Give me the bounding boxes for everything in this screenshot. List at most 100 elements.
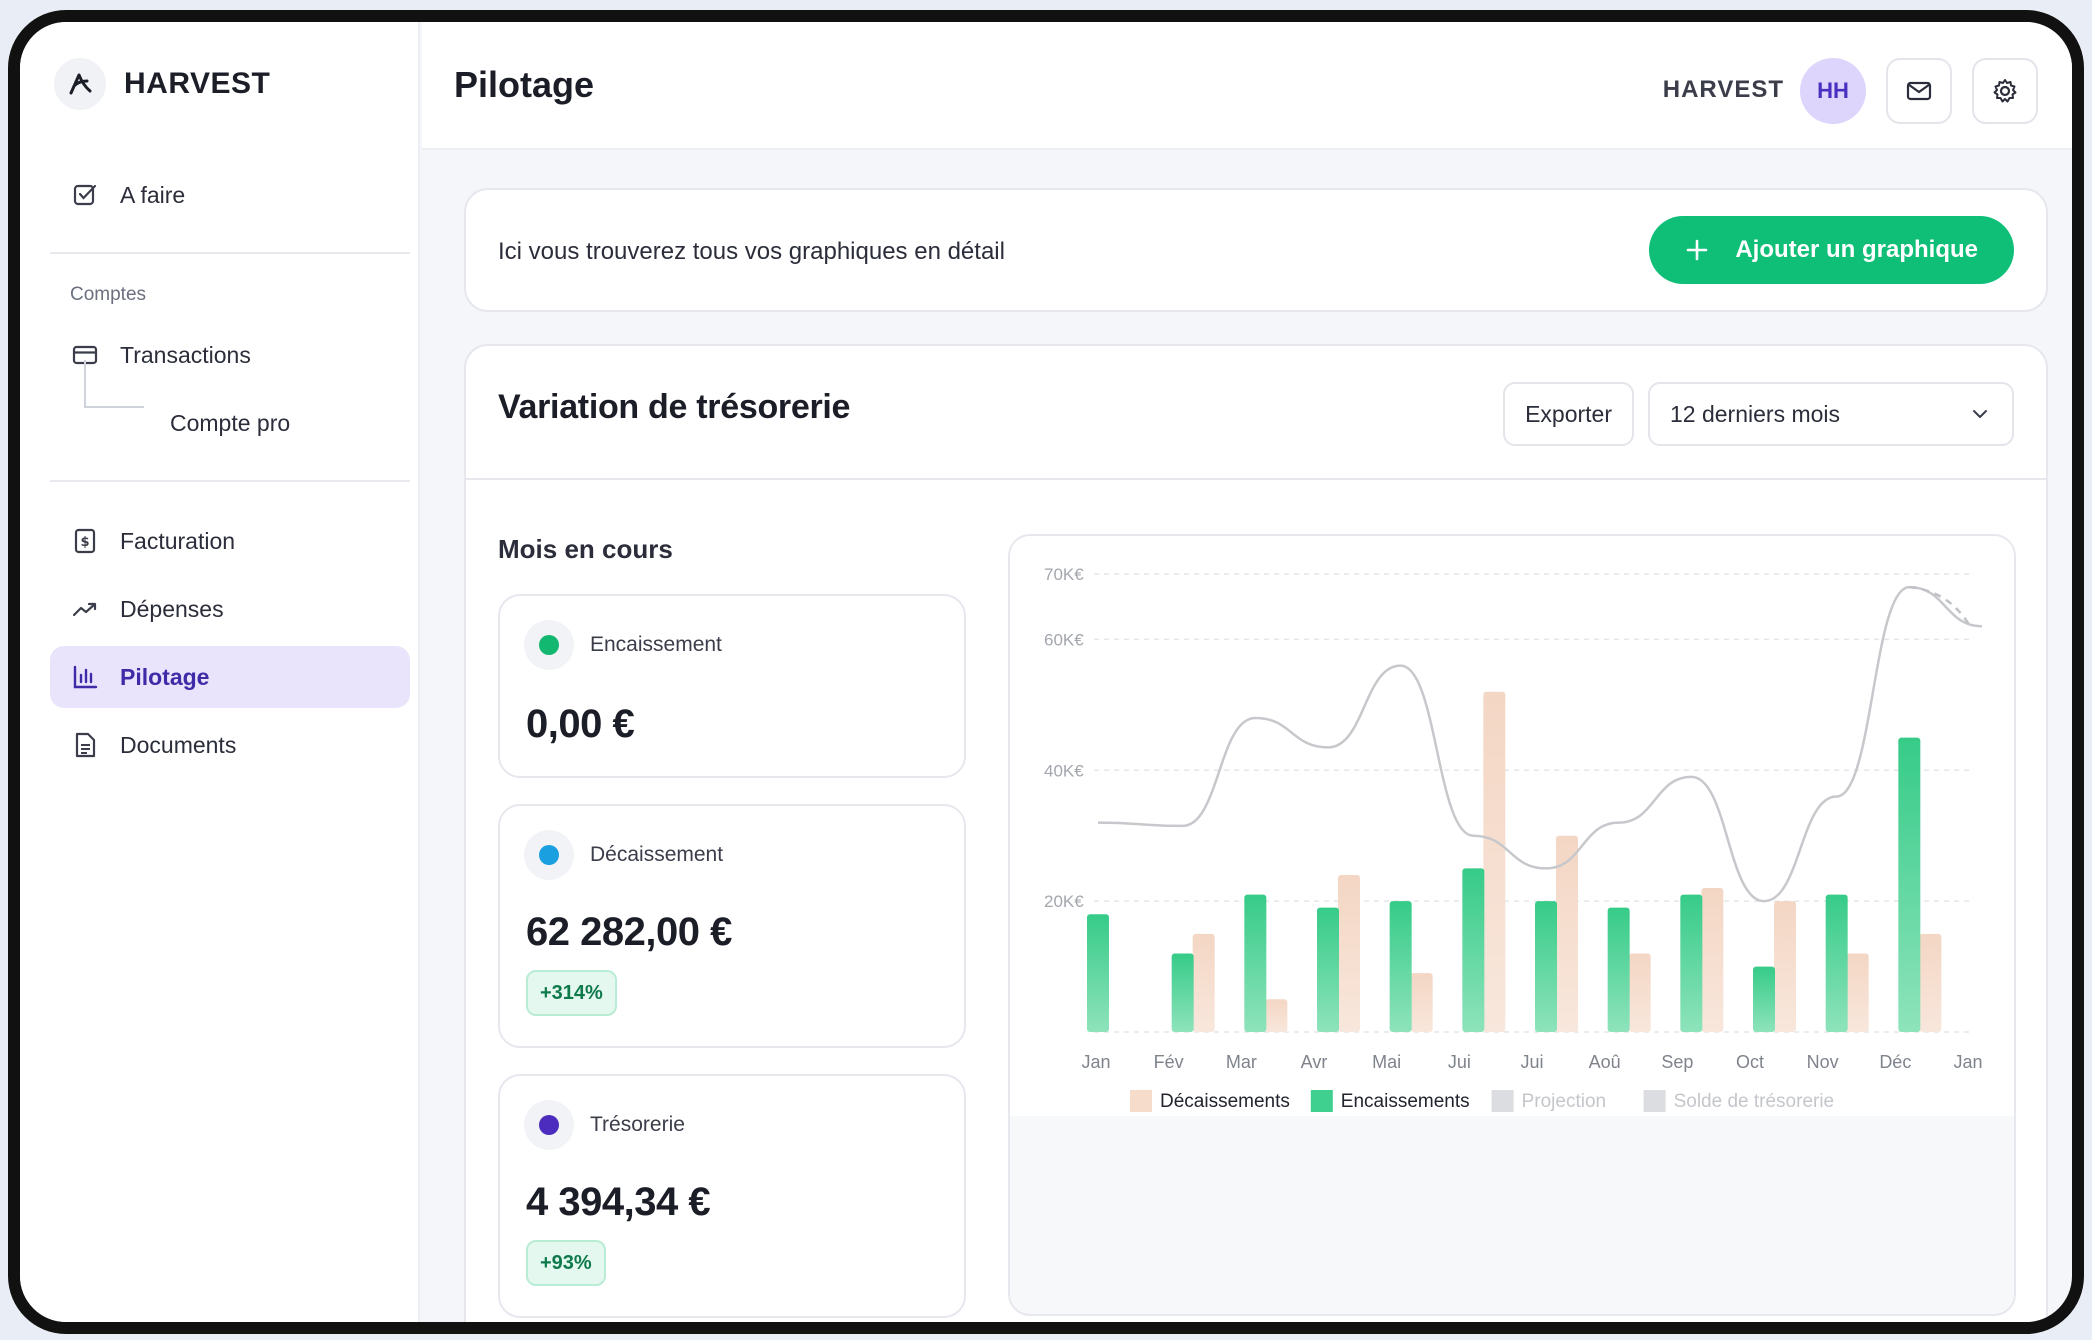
harvest-logo-icon <box>54 58 106 110</box>
chart-container: 20K€ 40K€ 60K€ 70K€ Jan Fév Mar Avr Mai Jui Jui Aoû… <box>1008 534 2016 1316</box>
legend-label: Solde de trésorerie <box>1674 1091 1835 1112</box>
bar-encaissement <box>1389 901 1412 1032</box>
info-banner: Ici vous trouverez tous vos graphiques e… <box>464 188 2048 312</box>
x-tick-label: Avr <box>1301 1052 1328 1072</box>
sidebar-item-documents[interactable]: Documents <box>50 714 410 776</box>
line-solde-tresorerie <box>1097 585 1983 903</box>
export-button[interactable]: Exporter <box>1503 382 1634 446</box>
x-tick-label: Sep <box>1661 1052 1693 1072</box>
bar-encaissement <box>1898 737 1921 1032</box>
organization-name[interactable]: HARVEST <box>1662 76 1784 103</box>
bar-encaissement <box>1535 901 1557 1032</box>
period-select[interactable]: 12 derniers mois <box>1648 382 2014 446</box>
brand-name: HARVEST <box>124 67 271 100</box>
stat-label: Décaissement <box>590 843 724 866</box>
current-month-label: Mois en cours <box>498 534 673 564</box>
stat-card-tresorerie: Trésorerie 4 394,34 € +93% <box>498 1074 966 1318</box>
chart-title: Variation de trésorerie <box>498 388 851 426</box>
status-dot <box>524 830 574 880</box>
add-chart-button[interactable]: Ajouter un graphique <box>1649 216 2014 284</box>
sidebar-item-todo[interactable]: A faire <box>50 164 410 226</box>
chart-card-header: Variation de trésorerie Exporter 12 dern… <box>466 346 2046 480</box>
bar-encaissement <box>1462 868 1485 1032</box>
y-tick-label: 70K€ <box>1044 565 1084 584</box>
change-badge: +314% <box>526 970 617 1016</box>
top-header: Pilotage HARVEST HH <box>422 22 2072 150</box>
y-tick-label: 40K€ <box>1044 761 1084 780</box>
stat-header: Décaissement <box>524 830 723 880</box>
bar-encaissement <box>1087 914 1109 1032</box>
sidebar-item-facturation[interactable]: $ Facturation <box>50 510 410 572</box>
legend-label: Décaissements <box>1160 1091 1290 1112</box>
chevron-down-icon <box>1973 410 1987 418</box>
sidebar-item-label: Dépenses <box>120 595 224 622</box>
trending-up-icon <box>72 602 97 617</box>
stat-header: Trésorerie <box>524 1100 685 1150</box>
settings-button[interactable] <box>1972 58 2038 124</box>
y-tick-label: 20K€ <box>1044 892 1084 911</box>
bar-encaissement <box>1317 907 1339 1032</box>
status-dot <box>524 1100 574 1150</box>
y-tick-label: 60K€ <box>1044 630 1084 649</box>
x-tick-label: Jui <box>1520 1052 1543 1072</box>
brand[interactable]: HARVEST <box>54 58 270 110</box>
x-tick-label: Aoû <box>1589 1052 1621 1072</box>
plus-icon <box>1687 239 1708 261</box>
sidebar-item-pilotage[interactable]: Pilotage <box>50 646 410 708</box>
period-select-value: 12 derniers mois <box>1670 400 1841 427</box>
mail-icon <box>1906 81 1932 101</box>
bar-encaissement <box>1244 894 1267 1032</box>
sidebar: HARVEST A faire Comptes Transactions Com… <box>20 22 420 1322</box>
bar-decaissement <box>1701 888 1724 1032</box>
stat-value: 4 394,34 € <box>526 1180 711 1224</box>
avatar[interactable]: HH <box>1800 58 1866 124</box>
sidebar-item-label: Pilotage <box>120 663 210 690</box>
stat-label: Trésorerie <box>590 1113 685 1136</box>
sidebar-item-label: Documents <box>120 731 237 758</box>
mail-button[interactable] <box>1886 58 1952 124</box>
x-tick-label: Nov <box>1807 1052 1839 1072</box>
x-tick-label: Oct <box>1736 1052 1764 1072</box>
x-tick-label: Jan <box>1081 1052 1110 1072</box>
change-badge: +93% <box>526 1240 606 1286</box>
bar-decaissement <box>1483 691 1506 1032</box>
sidebar-item-transactions[interactable]: Transactions <box>50 324 410 386</box>
document-icon <box>75 732 96 758</box>
bar-decaissement <box>1556 835 1578 1032</box>
bar-encaissement <box>1753 966 1775 1032</box>
legend-swatch <box>1491 1090 1514 1112</box>
stat-card-decaissement: Décaissement 62 282,00 € +314% <box>498 804 966 1048</box>
bar-encaissement <box>1825 894 1848 1032</box>
sidebar-item-depenses[interactable]: Dépenses <box>50 578 410 640</box>
stat-value: 0,00 € <box>526 702 635 746</box>
x-tick-label: Fév <box>1154 1052 1184 1072</box>
bar-encaissement <box>1680 894 1703 1032</box>
x-tick-label: Jan <box>1953 1052 1982 1072</box>
section-label-accounts: Comptes <box>70 284 147 305</box>
svg-text:$: $ <box>80 535 89 550</box>
bar-encaissement <box>1171 953 1194 1032</box>
stat-label: Encaissement <box>590 633 722 656</box>
treasury-chart: 20K€ 40K€ 60K€ 70K€ Jan Fév Mar Avr Mai Jui Jui Aoû… <box>1010 536 2014 1116</box>
bar-decaissement <box>1338 874 1360 1032</box>
sidebar-item-label: A faire <box>120 181 186 208</box>
bar-decaissement <box>1774 901 1796 1032</box>
app-screen: HARVEST A faire Comptes Transactions Com… <box>20 22 2072 1322</box>
x-tick-label: Mai <box>1372 1052 1401 1072</box>
device-frame: HARVEST A faire Comptes Transactions Com… <box>8 10 2084 1334</box>
treasury-chart-card: Variation de trésorerie Exporter 12 dern… <box>464 344 2048 1322</box>
x-tick-label: Mar <box>1226 1052 1257 1072</box>
gear-icon <box>1993 79 2017 103</box>
add-chart-label: Ajouter un graphique <box>1735 236 1978 263</box>
x-tick-label: Déc <box>1879 1052 1911 1072</box>
bar-encaissement <box>1607 907 1630 1032</box>
legend-swatch <box>1643 1090 1666 1112</box>
legend-label: Encaissements <box>1341 1091 1470 1112</box>
x-tick-label: Jui <box>1448 1052 1471 1072</box>
tree-connector <box>84 360 144 408</box>
bar-decaissement <box>1410 973 1433 1032</box>
sidebar-subitem-compte-pro[interactable]: Compte pro <box>170 410 291 436</box>
sidebar-item-label: Transactions <box>120 341 251 368</box>
bar-decaissement <box>1846 953 1869 1032</box>
bar-chart-icon <box>73 665 98 689</box>
